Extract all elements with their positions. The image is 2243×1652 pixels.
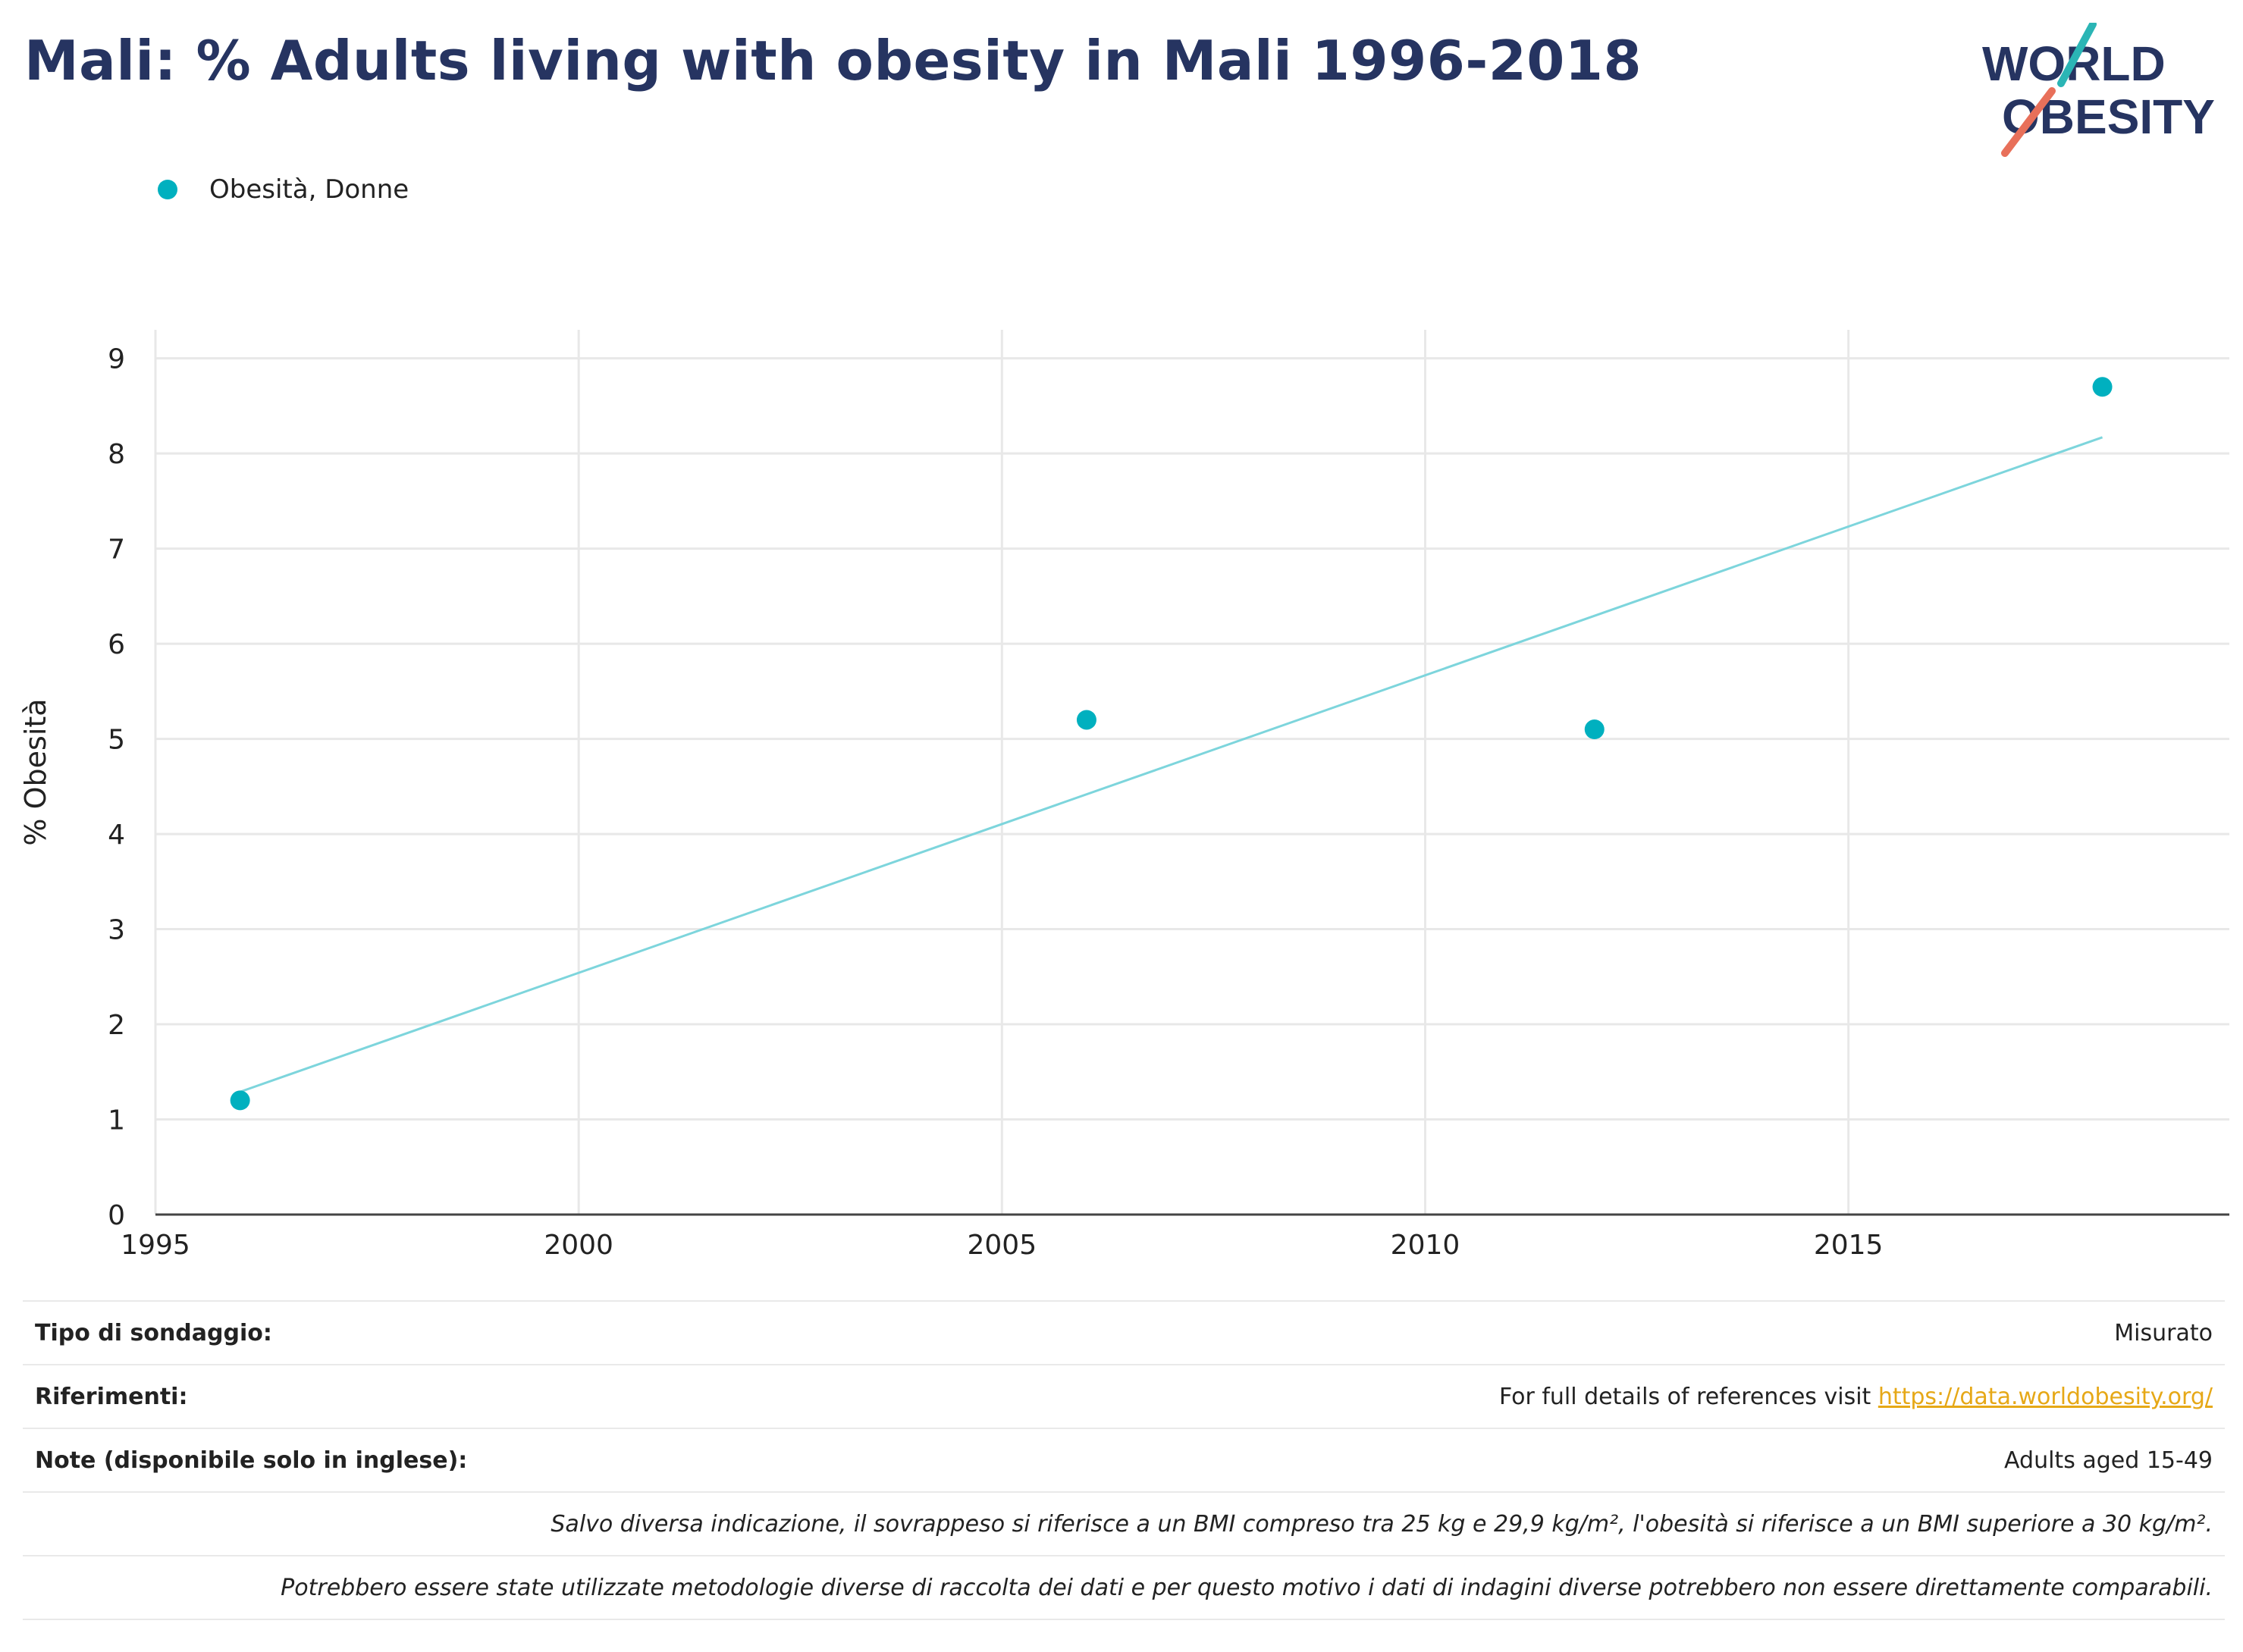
tick-labels: 0 1 2 3 4 5 6 7 8 9 1995 2000 2005 2010 2015 <box>108 344 1883 1261</box>
y-tick-label: 3 <box>108 915 125 946</box>
x-tick-label: 2010 <box>1391 1230 1460 1261</box>
y-tick-label: 6 <box>108 629 125 660</box>
x-tick-label: 2005 <box>968 1230 1037 1261</box>
references-link[interactable]: https://data.worldobesity.org/ <box>1878 1383 2213 1410</box>
survey-value: Misurato <box>2114 1319 2213 1346</box>
data-point <box>230 1090 250 1111</box>
world-obesity-logo: WORLD OBESITY <box>1982 23 2215 157</box>
legend-label: Obesità, Donne <box>209 174 409 205</box>
references-value: For full details of references visit htt… <box>1499 1384 2225 1410</box>
y-tick-label: 2 <box>108 1010 125 1041</box>
legend-marker <box>158 180 177 199</box>
info-row-survey: Tipo di sondaggio: Misurato <box>23 1300 2225 1364</box>
chart-title: Mali: % Adults living with obesity in Ma… <box>24 29 1642 92</box>
info-row-note-methodology: Potrebbero essere state utilizzate metod… <box>23 1555 2225 1620</box>
trendline <box>240 436 2103 1093</box>
info-row-note-bmi: Salvo diversa indicazione, il sovrappeso… <box>23 1491 2225 1555</box>
x-tick-label: 2015 <box>1814 1230 1884 1261</box>
chart-area: 0 1 2 3 4 5 6 7 8 9 1995 2000 2005 2010 2015 % Obesità <box>19 330 2229 1261</box>
data-marks <box>230 377 2113 1111</box>
data-point <box>1584 719 1605 740</box>
y-tick-label: 1 <box>108 1105 125 1136</box>
y-axis-label: % Obesità <box>19 698 52 845</box>
data-point <box>1076 710 1096 730</box>
y-tick-label: 4 <box>108 820 125 851</box>
logo-red-slash <box>2001 87 2056 157</box>
note-bmi-definition: Salvo diversa indicazione, il sovrappeso… <box>551 1510 2213 1538</box>
logo-teal-slash <box>2057 23 2097 87</box>
y-tick-label: 7 <box>108 534 125 566</box>
y-tick-label: 0 <box>108 1200 125 1231</box>
survey-label: Tipo di sondaggio: <box>35 1319 272 1346</box>
y-tick-label: 8 <box>108 439 125 470</box>
info-table: Tipo di sondaggio: Misurato Riferimenti:… <box>23 1300 2225 1620</box>
y-tick-label: 9 <box>108 344 125 375</box>
info-row-references: Riferimenti: For full details of referen… <box>23 1364 2225 1428</box>
grid-lines <box>154 330 2229 1215</box>
notes-value: Adults aged 15-49 <box>2004 1447 2213 1474</box>
notes-label: Note (disponibile solo in inglese): <box>35 1447 468 1474</box>
x-tick-label: 1995 <box>121 1230 190 1261</box>
x-tick-label: 2000 <box>544 1230 613 1261</box>
references-text: For full details of references visit <box>1498 1383 1878 1410</box>
logo-text-obesity: OBESITY <box>2002 89 2215 144</box>
legend[interactable]: Obesità, Donne <box>158 173 409 206</box>
y-tick-label: 5 <box>108 725 125 756</box>
note-methodology: Potrebbero essere state utilizzate metod… <box>281 1574 2213 1601</box>
references-label: Riferimenti: <box>35 1383 188 1410</box>
info-row-notes: Note (disponibile solo in inglese): Adul… <box>23 1428 2225 1491</box>
data-point <box>2092 377 2113 397</box>
